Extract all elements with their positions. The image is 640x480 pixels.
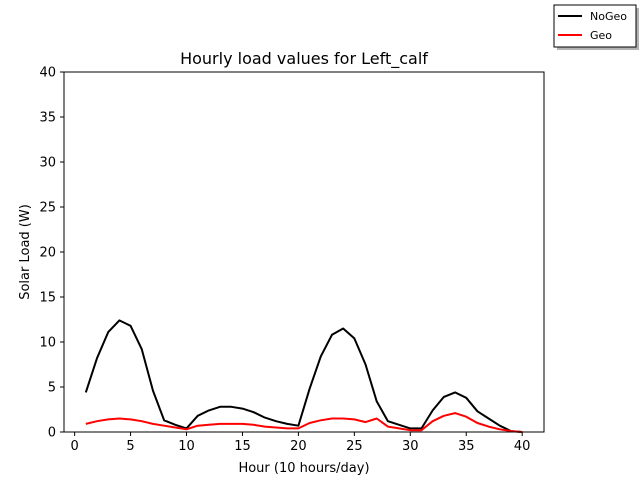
- x-tick-label: 15: [234, 439, 251, 454]
- plot-frame: [63, 71, 545, 433]
- legend-label-nogeo: NoGeo: [590, 10, 627, 23]
- y-axis-ticks: 0 5 10 15 20 25 30 35 40: [39, 66, 64, 441]
- series-line-geo: [85, 412, 523, 433]
- y-tick-label: 5: [48, 381, 56, 396]
- x-tick-label: 10: [178, 439, 195, 454]
- series-lines: [84, 319, 523, 433]
- x-axis-ticks: 0 5 10 15 20 25 30 35 40: [70, 432, 530, 454]
- x-tick-label: 35: [458, 439, 475, 454]
- x-tick-label: 30: [402, 439, 419, 454]
- series-line-nogeo: [84, 319, 523, 433]
- x-tick-label: 5: [126, 439, 134, 454]
- legend: NoGeo Geo: [553, 4, 639, 50]
- y-tick-label: 15: [39, 291, 56, 306]
- y-tick-label: 25: [39, 201, 56, 216]
- y-tick-label: 0: [48, 426, 56, 441]
- y-tick-label: 30: [39, 156, 56, 171]
- x-axis-label: Hour (10 hours/day): [238, 461, 369, 476]
- x-tick-label: 0: [70, 439, 78, 454]
- legend-box: [553, 4, 637, 48]
- x-tick-label: 20: [290, 439, 307, 454]
- x-tick-label: 25: [346, 439, 363, 454]
- legend-label-geo: Geo: [590, 29, 612, 42]
- y-tick-label: 35: [39, 111, 56, 126]
- y-tick-label: 20: [39, 246, 56, 261]
- y-tick-label: 10: [39, 336, 56, 351]
- y-axis-label: Solar Load (W): [18, 204, 33, 300]
- chart-title: Hourly load values for Left_calf: [180, 49, 428, 69]
- x-tick-label: 40: [514, 439, 531, 454]
- plot-area: [64, 72, 544, 432]
- y-tick-label: 40: [39, 66, 56, 81]
